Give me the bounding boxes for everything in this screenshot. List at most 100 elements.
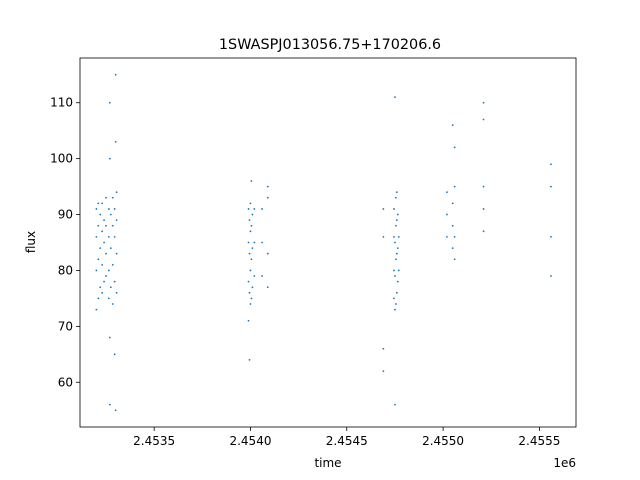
data-point bbox=[247, 208, 250, 210]
data-point bbox=[261, 208, 263, 210]
data-point bbox=[113, 280, 116, 283]
data-point bbox=[103, 241, 105, 244]
data-point bbox=[247, 319, 250, 322]
data-points bbox=[95, 73, 552, 412]
data-point bbox=[395, 196, 397, 199]
x-tick-label: 2.4540 bbox=[229, 434, 271, 448]
data-point bbox=[394, 403, 396, 406]
y-axis-label: flux bbox=[24, 231, 38, 253]
data-point bbox=[99, 213, 102, 216]
y-tick-label: 80 bbox=[58, 263, 73, 277]
data-point bbox=[107, 269, 110, 272]
data-point bbox=[99, 286, 102, 289]
data-point bbox=[482, 230, 485, 233]
data-point bbox=[247, 280, 250, 283]
data-point bbox=[550, 163, 552, 166]
data-point bbox=[251, 247, 254, 249]
data-point bbox=[451, 124, 454, 126]
data-point bbox=[111, 303, 114, 305]
data-point bbox=[114, 409, 117, 412]
data-point bbox=[250, 224, 253, 227]
data-point bbox=[396, 280, 399, 283]
x-tick-label: 2.4555 bbox=[518, 434, 560, 448]
data-point bbox=[248, 291, 251, 294]
data-point bbox=[113, 208, 116, 210]
data-point bbox=[446, 213, 448, 216]
data-point bbox=[249, 202, 252, 205]
data-point bbox=[97, 202, 100, 205]
data-point bbox=[101, 291, 104, 294]
data-point bbox=[249, 269, 252, 272]
data-point bbox=[482, 118, 485, 121]
plot-frame bbox=[79, 57, 577, 428]
data-point bbox=[482, 101, 485, 104]
data-point bbox=[107, 208, 110, 210]
x-axis-offset-label: 1e6 bbox=[553, 456, 576, 470]
data-point bbox=[382, 236, 385, 238]
data-point bbox=[250, 180, 253, 182]
data-point bbox=[550, 275, 552, 277]
data-point bbox=[251, 213, 254, 216]
data-point bbox=[109, 213, 112, 216]
y-tick-label: 110 bbox=[50, 96, 73, 110]
data-point bbox=[395, 258, 397, 261]
data-point bbox=[105, 196, 107, 199]
y-tick-label: 90 bbox=[58, 208, 73, 222]
data-point bbox=[111, 224, 114, 227]
data-point bbox=[382, 347, 385, 350]
data-point bbox=[482, 185, 485, 188]
data-point bbox=[396, 247, 399, 249]
data-point bbox=[394, 308, 396, 311]
data-point bbox=[395, 303, 397, 305]
data-point bbox=[111, 263, 114, 266]
data-point bbox=[107, 236, 110, 238]
data-point bbox=[101, 263, 104, 266]
data-point bbox=[261, 275, 263, 277]
data-point bbox=[394, 275, 396, 277]
data-point bbox=[103, 280, 105, 283]
data-point bbox=[382, 370, 385, 372]
data-point bbox=[453, 258, 456, 261]
data-point bbox=[393, 269, 395, 272]
data-point bbox=[397, 236, 400, 238]
data-point bbox=[550, 185, 552, 188]
data-point bbox=[109, 286, 112, 289]
x-tick-label: 2.4535 bbox=[133, 434, 175, 448]
data-point bbox=[453, 146, 456, 149]
data-point bbox=[251, 286, 254, 289]
data-point bbox=[550, 236, 552, 238]
data-point bbox=[115, 191, 118, 194]
y-tick-label: 70 bbox=[58, 319, 73, 333]
data-point bbox=[266, 286, 269, 289]
chart-title: 1SWASPJ013056.75+170206.6 bbox=[219, 37, 441, 53]
data-point bbox=[266, 196, 269, 199]
data-point bbox=[394, 241, 396, 244]
data-point bbox=[395, 219, 398, 222]
data-point bbox=[108, 157, 111, 160]
data-point bbox=[393, 208, 395, 210]
data-point bbox=[113, 353, 116, 356]
data-point bbox=[248, 252, 251, 255]
data-point bbox=[382, 208, 385, 210]
data-point bbox=[95, 308, 98, 311]
data-point bbox=[446, 236, 448, 238]
data-point bbox=[95, 269, 98, 272]
x-axis-label: time bbox=[314, 456, 341, 470]
data-point bbox=[451, 224, 454, 227]
data-point bbox=[101, 230, 104, 233]
y-tick-label: 100 bbox=[50, 152, 73, 166]
data-point bbox=[247, 241, 250, 244]
data-point bbox=[115, 252, 118, 255]
x-tick-label: 2.4545 bbox=[326, 434, 368, 448]
data-point bbox=[451, 202, 454, 205]
data-point bbox=[113, 236, 116, 238]
y-tick-label: 60 bbox=[58, 375, 73, 389]
data-point bbox=[395, 224, 397, 227]
data-point bbox=[250, 297, 253, 300]
data-point bbox=[250, 258, 253, 261]
x-axis: 2.4535 2.4540 2.4545 2.4550 2.4555 bbox=[133, 427, 560, 448]
data-point bbox=[266, 185, 269, 188]
data-point bbox=[446, 191, 448, 194]
data-point bbox=[395, 291, 398, 294]
data-point bbox=[453, 185, 456, 188]
